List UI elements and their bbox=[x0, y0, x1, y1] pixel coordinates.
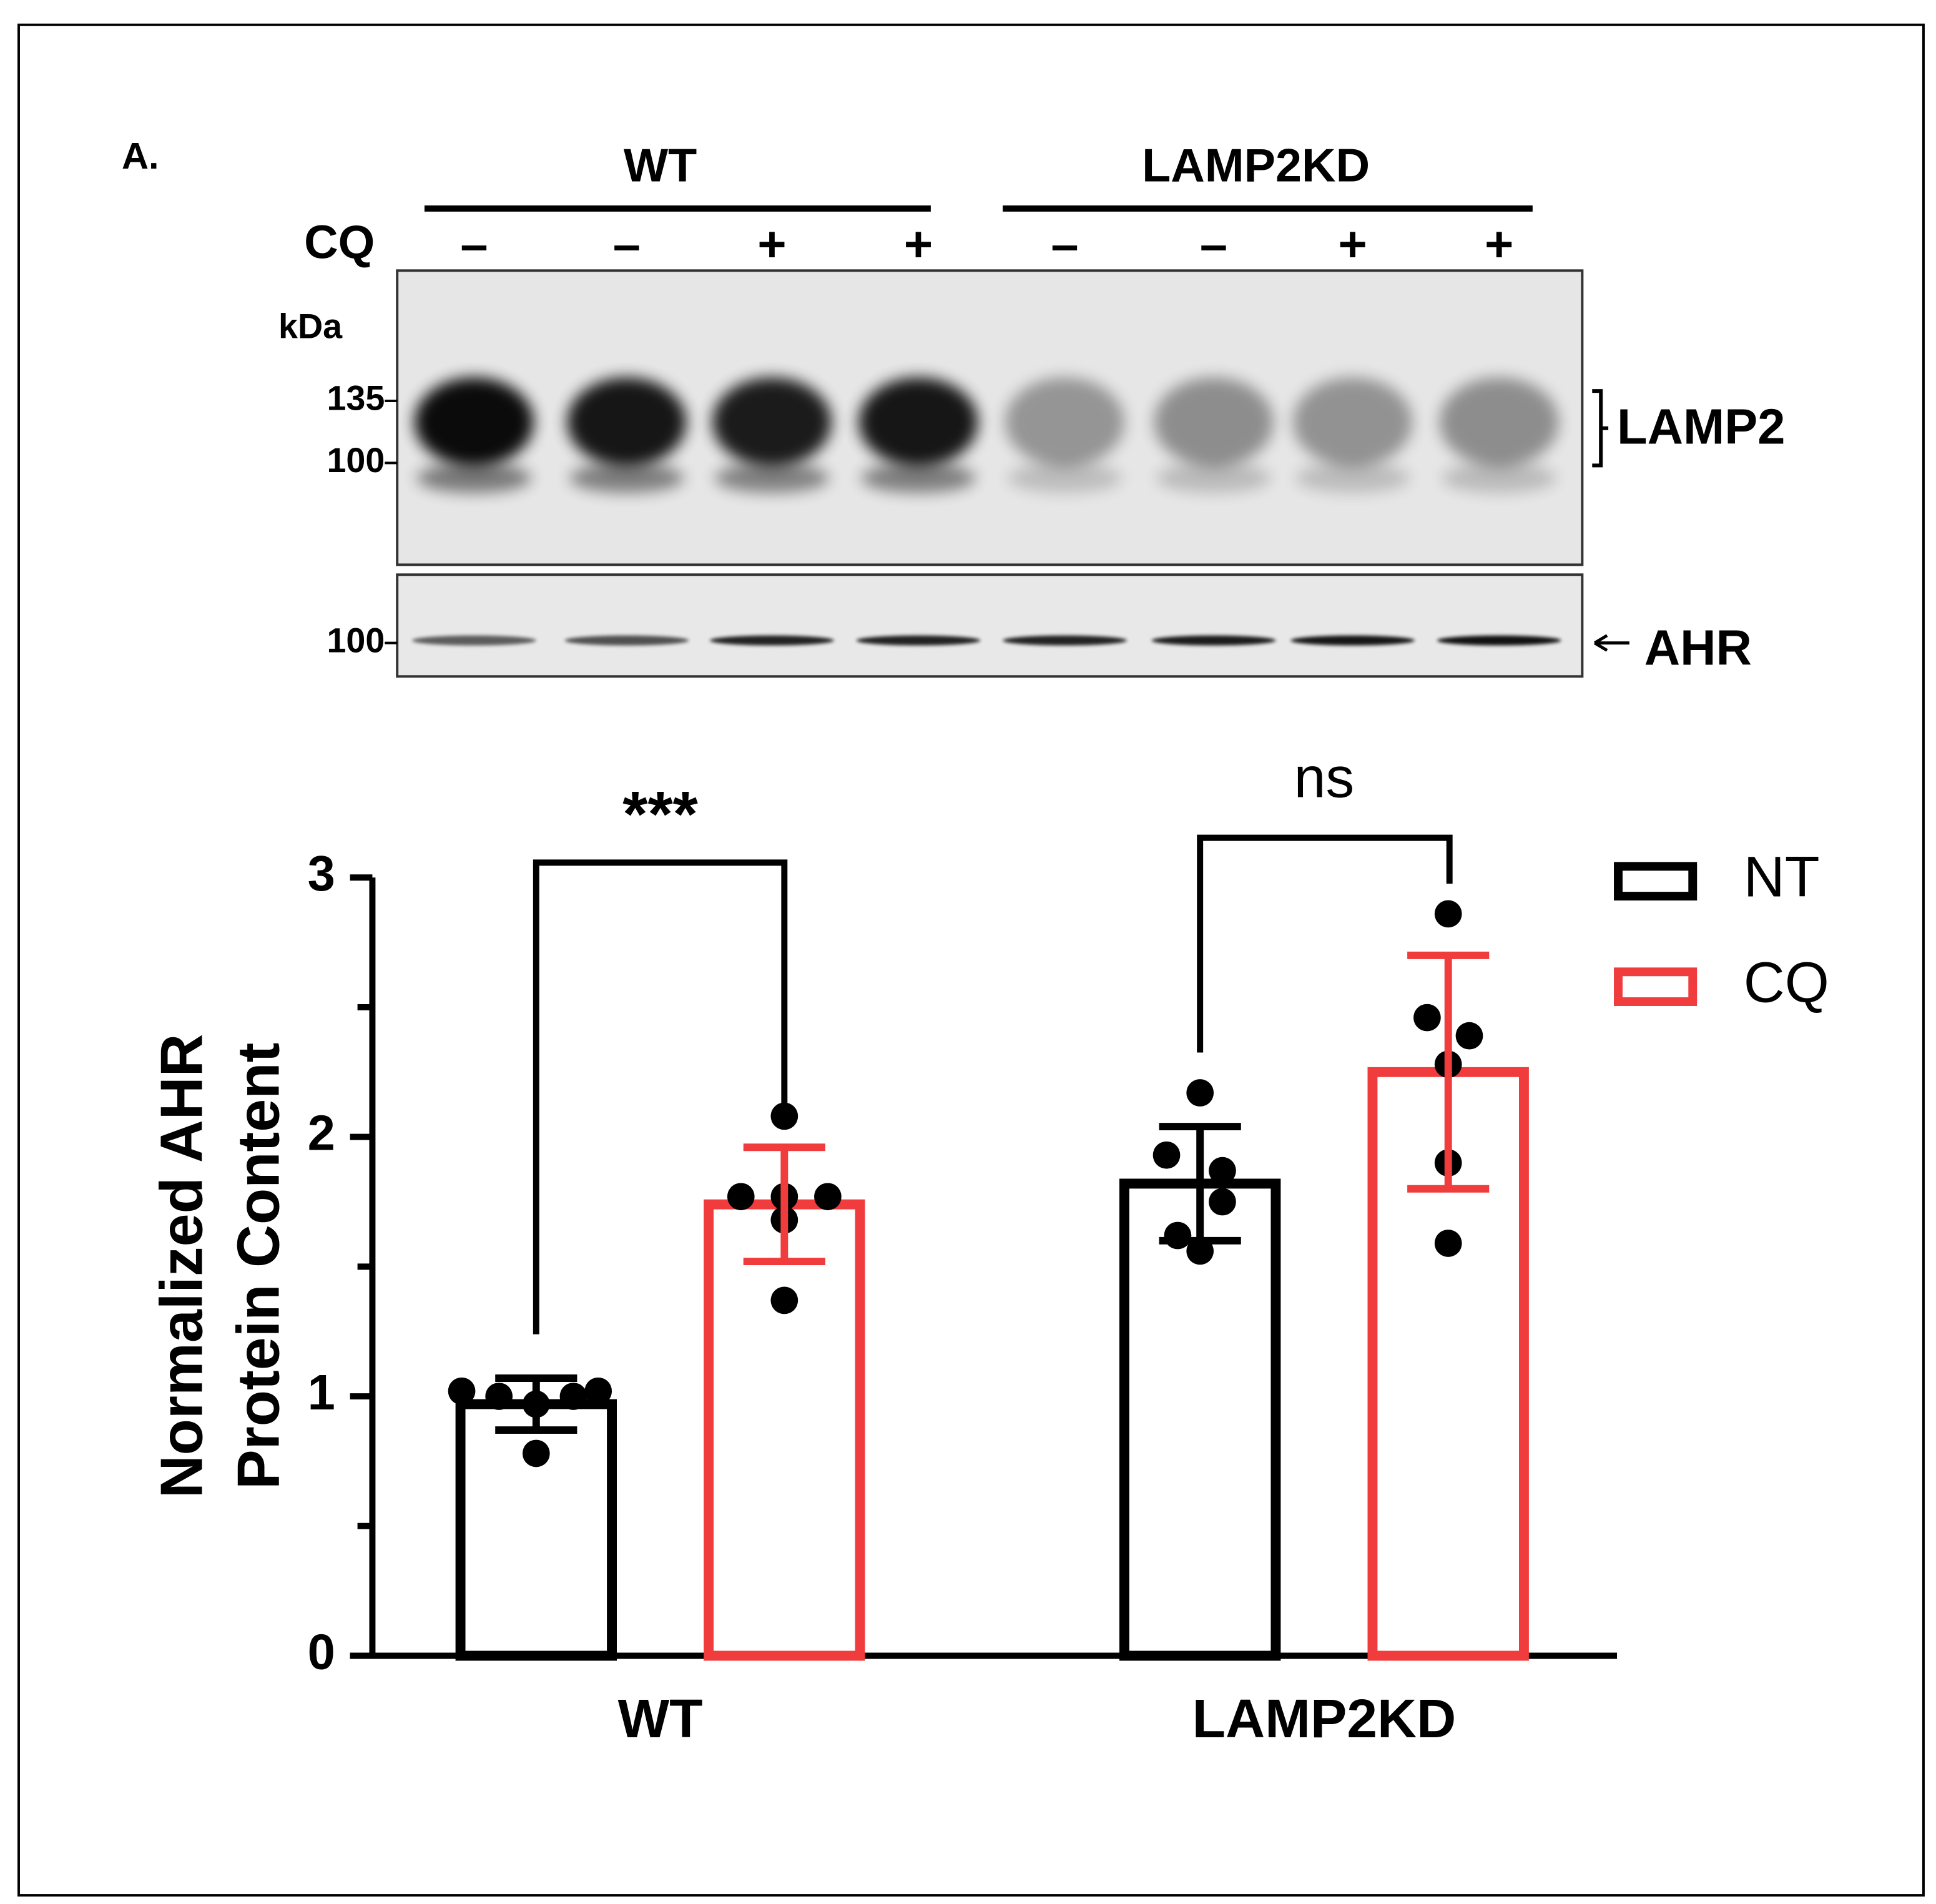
band bbox=[712, 377, 832, 467]
band-label: LAMP2 bbox=[1617, 399, 1785, 455]
plot: 0 1 2 3 Normalized AHR Protein Content WT LAMP2… bbox=[149, 746, 1829, 1749]
data-point bbox=[1186, 1079, 1214, 1107]
y-axis-label-line: Normalized AHR bbox=[149, 1033, 215, 1498]
band bbox=[856, 635, 981, 646]
significance-bracket bbox=[1197, 834, 1453, 1053]
band bbox=[416, 463, 531, 493]
lane-sign: + bbox=[1485, 217, 1513, 272]
data-point bbox=[1434, 1230, 1462, 1257]
kda-label: kDa bbox=[278, 307, 343, 345]
lane-sign: – bbox=[460, 217, 488, 272]
band bbox=[1156, 463, 1271, 493]
lane-sign: – bbox=[613, 217, 641, 272]
bands bbox=[412, 377, 1561, 646]
annotation: *** bbox=[622, 777, 698, 850]
band bbox=[564, 635, 689, 646]
error-bar bbox=[1159, 1123, 1241, 1245]
data-point bbox=[770, 1102, 798, 1130]
legend-label: CQ bbox=[1744, 950, 1829, 1014]
band bbox=[415, 377, 534, 467]
y-axis-label-line: Protein Content bbox=[226, 1043, 292, 1489]
data-point bbox=[727, 1183, 755, 1211]
band bbox=[861, 463, 976, 493]
data-point bbox=[1413, 1004, 1441, 1032]
band bbox=[567, 377, 687, 467]
data-point bbox=[1152, 1141, 1181, 1169]
treatment-label: CQ bbox=[304, 217, 375, 269]
error-bar bbox=[495, 1374, 577, 1434]
band bbox=[1290, 635, 1415, 646]
x-tick-label: WT bbox=[618, 1688, 703, 1749]
band bbox=[1154, 377, 1274, 467]
legend-label: NT bbox=[1744, 845, 1820, 909]
band bbox=[1005, 377, 1124, 467]
significance-bracket bbox=[533, 859, 788, 1334]
data-point bbox=[1209, 1157, 1236, 1185]
data-point bbox=[448, 1377, 476, 1405]
y-tick-label: 1 bbox=[308, 1364, 335, 1420]
arrow bbox=[1593, 634, 1629, 652]
data-point bbox=[522, 1439, 550, 1467]
data-point bbox=[485, 1383, 513, 1410]
y-tick-label: 0 bbox=[308, 1624, 335, 1679]
lane-sign: + bbox=[757, 217, 786, 272]
band bbox=[1437, 635, 1561, 646]
data-point bbox=[770, 1286, 798, 1315]
error-bar bbox=[743, 1143, 825, 1266]
data-point bbox=[584, 1377, 612, 1405]
lane-sign: – bbox=[1051, 217, 1078, 272]
band bbox=[1293, 377, 1413, 467]
error-bar bbox=[1407, 951, 1490, 1193]
lane-sign: + bbox=[904, 217, 933, 272]
group-label: WT bbox=[624, 139, 697, 192]
marker-label: 135 bbox=[327, 379, 385, 418]
band bbox=[1008, 463, 1122, 493]
band bbox=[715, 463, 829, 493]
lane-sign: + bbox=[1338, 217, 1367, 272]
band bbox=[1151, 635, 1276, 646]
panel-label: A. bbox=[122, 135, 159, 177]
y-tick-label: 3 bbox=[308, 846, 335, 901]
bracket bbox=[1592, 389, 1609, 468]
band bbox=[1295, 463, 1410, 493]
blot-ahr bbox=[396, 573, 1584, 678]
band bbox=[412, 635, 536, 646]
band bbox=[710, 635, 834, 646]
band bbox=[1439, 377, 1559, 467]
lane-sign: – bbox=[1200, 217, 1227, 272]
marker-label: 100 bbox=[327, 621, 385, 659]
band bbox=[1442, 463, 1556, 493]
y-tick-label: 2 bbox=[308, 1105, 335, 1161]
data-point bbox=[559, 1383, 587, 1410]
data-point bbox=[1434, 900, 1462, 928]
band bbox=[569, 463, 684, 493]
data-point bbox=[1455, 1022, 1483, 1050]
band bbox=[858, 377, 978, 467]
y-axis-label: Normalized AHR Protein Content bbox=[149, 1033, 292, 1498]
legend-swatch bbox=[1614, 967, 1698, 1006]
band bbox=[1003, 635, 1127, 646]
group-label: LAMP2KD bbox=[1142, 139, 1370, 192]
legend-swatch bbox=[1614, 862, 1698, 901]
band-label: AHR bbox=[1644, 619, 1752, 675]
data-point bbox=[1209, 1188, 1236, 1216]
x-tick-label: LAMP2KD bbox=[1192, 1688, 1457, 1749]
annotation: ns bbox=[1294, 746, 1355, 809]
data-point bbox=[814, 1183, 842, 1211]
data-point bbox=[1164, 1221, 1192, 1250]
marker-label: 100 bbox=[327, 441, 385, 480]
